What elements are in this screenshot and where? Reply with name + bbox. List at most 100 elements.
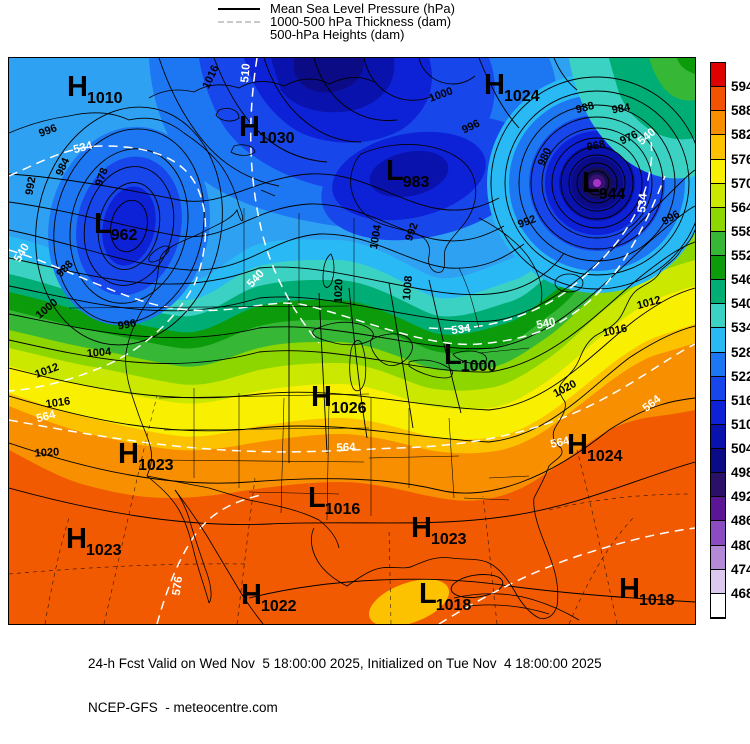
colorbar-tick-label: 516 xyxy=(731,392,750,408)
legend: Mean Sea Level Pressure (hPa) 1000-500 hP… xyxy=(218,2,455,41)
colorbar-tick-label: 552 xyxy=(731,248,750,264)
map-area: H1010 L962 H1030 L983 H1024 L944 L1000 H1026 H10… xyxy=(8,57,696,625)
pressure-center-value: 1022 xyxy=(260,598,297,615)
pressure-center-value: 944 xyxy=(598,186,626,203)
contour-label-534: 534 xyxy=(636,192,650,214)
pressure-center-L-1000: L1000 xyxy=(444,341,496,376)
colorbar-segment xyxy=(711,376,725,401)
pressure-center-value: 1024 xyxy=(503,88,540,105)
pressure-center-H-1023: H1023 xyxy=(411,514,467,549)
colorbar-tick-label: 474 xyxy=(731,561,750,577)
colorbar xyxy=(710,62,726,619)
colorbar-tick-label: 558 xyxy=(731,223,750,239)
colorbar-tick-label: 564 xyxy=(731,199,750,215)
colorbar-segment xyxy=(711,111,725,136)
colorbar-segment xyxy=(711,207,725,232)
pressure-center-letter: L xyxy=(94,208,112,240)
legend-item: Mean Sea Level Pressure (hPa) xyxy=(218,2,455,15)
pressure-center-H-1023: H1023 xyxy=(118,440,174,475)
pressure-center-value: 1000 xyxy=(460,358,497,375)
thickness-contours xyxy=(9,58,695,624)
pressure-center-value: 1018 xyxy=(435,597,472,614)
pressure-center-value: 1016 xyxy=(324,501,361,518)
colorbar-segment xyxy=(711,159,725,184)
pressure-center-value: 1023 xyxy=(430,531,467,548)
colorbar-tick-label: 582 xyxy=(731,127,750,143)
contour-label-1020: 1020 xyxy=(332,278,346,304)
geography-borders xyxy=(68,208,530,521)
colorbar-tick-label: 468 xyxy=(731,585,750,601)
pressure-center-value: 1023 xyxy=(137,457,174,474)
pressure-center-H-1022: H1022 xyxy=(241,581,297,616)
pressure-center-letter: L xyxy=(419,578,437,610)
pressure-center-H-1024: H1024 xyxy=(567,431,623,466)
pressure-center-H-1024: H1024 xyxy=(484,71,540,106)
colorbar-tick-label: 522 xyxy=(731,368,750,384)
pressure-center-value: 1030 xyxy=(258,130,295,147)
pressure-center-letter: H xyxy=(619,573,640,605)
pressure-center-letter: L xyxy=(386,155,404,187)
colorbar-segment xyxy=(711,593,725,618)
colorbar-tick-label: 546 xyxy=(731,272,750,288)
weather-chart-page: Mean Sea Level Pressure (hPa) 1000-500 hP… xyxy=(8,2,750,714)
pressure-contours xyxy=(9,58,695,603)
geography-coastlines xyxy=(9,77,695,624)
caption: 24-h Fcst Valid on Wed Nov 5 18:00:00 20… xyxy=(88,628,602,744)
colorbar-tick-label: 588 xyxy=(731,103,750,119)
pressure-center-value: 1024 xyxy=(586,448,623,465)
colorbar-tick-label: 594 xyxy=(731,79,750,95)
colorbar-segment xyxy=(711,497,725,522)
pressure-center-letter: H xyxy=(118,438,139,470)
colorbar-segment xyxy=(711,473,725,498)
pressure-center-letter: L xyxy=(582,167,600,199)
pressure-center-letter: H xyxy=(66,523,87,555)
colorbar-segment xyxy=(711,569,725,594)
pressure-center-letter: H xyxy=(67,71,88,103)
pressure-center-L-962: L962 xyxy=(94,210,137,245)
colorbar-tick-label: 492 xyxy=(731,489,750,505)
pressure-center-value: 962 xyxy=(110,227,138,244)
colorbar-tick-label: 504 xyxy=(731,441,750,457)
pressure-center-L-944: L944 xyxy=(582,169,625,204)
contour-label-510: 510 xyxy=(239,62,253,84)
legend-line-sample-dashed xyxy=(218,20,260,23)
pressure-center-value: 1010 xyxy=(86,90,123,107)
colorbar-segment xyxy=(711,135,725,160)
colorbar-segment xyxy=(711,400,725,425)
colorbar-tick-label: 480 xyxy=(731,537,750,553)
pressure-center-H-1010: H1010 xyxy=(67,73,123,108)
pressure-center-L-1018: L1018 xyxy=(419,580,471,615)
pressure-center-letter: H xyxy=(567,429,588,461)
graticule-lines xyxy=(9,395,690,624)
colorbar-tick-label: 498 xyxy=(731,465,750,481)
colorbar-tick-label: 576 xyxy=(731,151,750,167)
pressure-center-letter: H xyxy=(241,579,262,611)
contour-label-1004: 1004 xyxy=(86,345,112,361)
pressure-center-L-1016: L1016 xyxy=(308,484,360,519)
colorbar-tick-label: 570 xyxy=(731,175,750,191)
legend-label: 500-hPa Heights (dam) xyxy=(270,27,405,42)
colorbar-tick-label: 540 xyxy=(731,296,750,312)
colorbar-segment xyxy=(711,328,725,353)
pressure-center-letter: H xyxy=(411,512,432,544)
pressure-center-letter: L xyxy=(444,339,462,371)
colorbar-segment xyxy=(711,183,725,208)
legend-item: 1000-500 hPa Thickness (dam) xyxy=(218,15,455,28)
pressure-center-H-1023: H1023 xyxy=(66,525,122,560)
legend-label: 1000-500 hPa Thickness (dam) xyxy=(270,14,452,29)
colorbar-segment xyxy=(711,63,725,88)
pressure-center-value: 1018 xyxy=(638,592,675,609)
thickness-color-field xyxy=(9,58,695,624)
pressure-center-value: 1026 xyxy=(330,400,367,417)
colorbar-segment xyxy=(711,424,725,450)
pressure-center-H-1026: H1026 xyxy=(311,383,367,418)
legend-line-sample-solid xyxy=(218,7,260,10)
colorbar-segment xyxy=(711,352,725,377)
colorbar-segment xyxy=(711,256,725,281)
pressure-center-letter: H xyxy=(311,381,332,413)
pressure-center-L-983: L983 xyxy=(386,157,429,192)
colorbar-tick-label: 486 xyxy=(731,513,750,529)
colorbar-segment xyxy=(711,280,725,305)
contour-label-1020: 1020 xyxy=(34,446,60,460)
caption-source-line: NCEP-GFS - meteocentre.com xyxy=(88,699,278,715)
